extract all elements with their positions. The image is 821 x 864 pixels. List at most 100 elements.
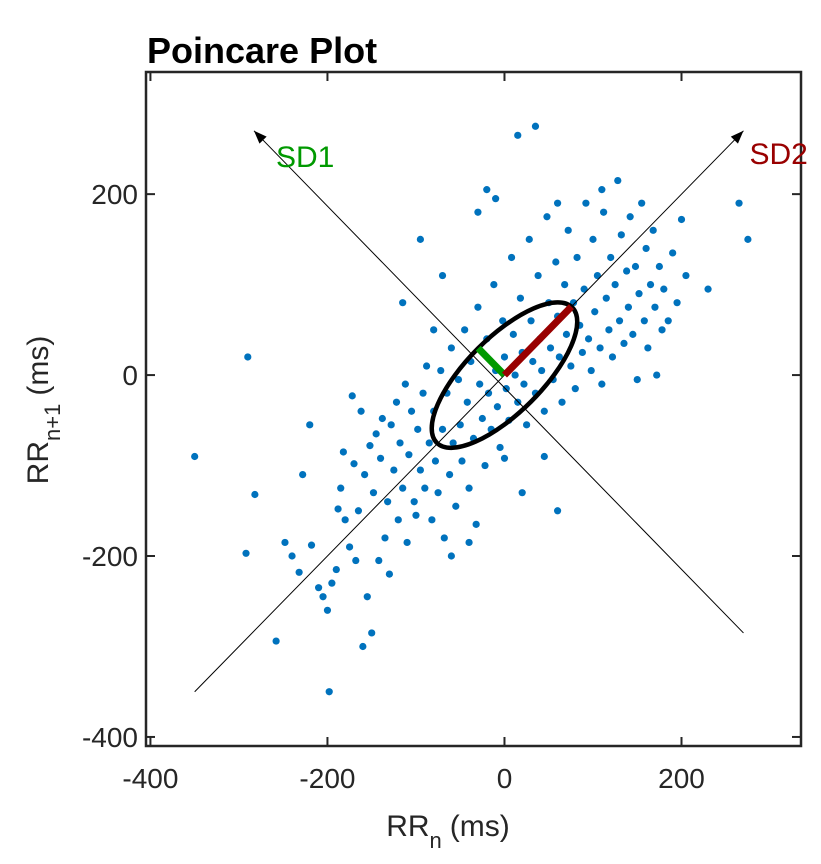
data-point: [484, 389, 493, 397]
data-point: [523, 421, 531, 429]
data-point: [307, 541, 316, 549]
data-point: [500, 454, 509, 462]
data-point: [605, 326, 613, 334]
data-point: [366, 442, 374, 450]
data-point: [244, 353, 252, 361]
data-point: [600, 208, 608, 216]
data-point: [350, 460, 358, 468]
data-point: [664, 317, 672, 325]
data-point: [531, 122, 540, 130]
data-point: [649, 226, 657, 234]
y-tick-label: 200: [91, 179, 138, 210]
data-point: [325, 688, 333, 696]
data-point: [437, 366, 445, 375]
data-point: [582, 199, 590, 207]
data-point: [507, 253, 516, 262]
data-point: [593, 271, 602, 280]
data-point: [352, 556, 360, 565]
y-tick-label: -400: [82, 722, 138, 753]
data-point: [476, 380, 484, 388]
data-point: [553, 507, 562, 515]
data-point: [341, 516, 349, 524]
data-point: [561, 281, 569, 289]
chart-title: Poincare Plot: [147, 30, 378, 71]
data-point: [552, 258, 560, 266]
data-point: [658, 326, 666, 334]
data-point: [735, 199, 743, 207]
data-point: [422, 362, 431, 370]
data-point: [272, 637, 280, 645]
data-point: [378, 414, 386, 423]
data-point: [553, 199, 562, 207]
data-point: [412, 511, 420, 519]
data-point: [454, 375, 463, 384]
data-point: [631, 262, 640, 271]
data-point: [520, 380, 528, 388]
data-point: [385, 570, 394, 578]
data-point: [587, 366, 595, 375]
data-point: [456, 421, 464, 429]
data-point: [381, 534, 389, 542]
data-point: [514, 398, 522, 406]
data-point: [372, 430, 380, 438]
data-point: [518, 489, 526, 497]
data-point: [438, 271, 447, 280]
data-point: [567, 362, 575, 370]
data-point: [483, 186, 491, 194]
data-point: [525, 235, 533, 243]
data-point: [673, 299, 681, 307]
data-point: [447, 344, 455, 352]
x-tick-label: 200: [658, 763, 705, 794]
data-point: [419, 389, 427, 397]
data-point: [496, 443, 504, 452]
data-point: [474, 303, 482, 311]
data-point: [555, 353, 563, 361]
data-point: [573, 253, 581, 262]
data-point: [384, 498, 392, 506]
data-point: [281, 538, 289, 547]
data-point: [514, 131, 522, 139]
data-point: [481, 461, 489, 470]
data-point: [704, 285, 712, 293]
x-tick-label: -400: [122, 763, 178, 794]
data-point: [337, 484, 345, 492]
data-point: [323, 606, 332, 614]
data-point: [339, 448, 347, 456]
data-point: [655, 262, 663, 271]
data-point: [440, 534, 448, 542]
data-point: [617, 231, 625, 239]
data-point: [490, 281, 498, 289]
data-point: [492, 195, 500, 203]
data-point: [390, 466, 398, 474]
sd1-arrowhead: [253, 130, 267, 144]
data-point: [527, 317, 535, 325]
data-point: [328, 579, 336, 587]
data-point: [562, 330, 571, 338]
data-point: [458, 457, 466, 465]
data-point: [288, 552, 296, 560]
data-point: [401, 380, 409, 388]
data-point: [361, 470, 369, 479]
data-point: [416, 466, 424, 474]
data-point: [242, 549, 250, 557]
data-point: [540, 407, 548, 415]
data-point: [516, 294, 525, 302]
data-point: [502, 385, 510, 393]
data-point: [463, 398, 471, 406]
data-point: [638, 199, 646, 207]
data-point: [465, 484, 473, 492]
data-point: [499, 317, 507, 325]
data-point: [511, 371, 519, 379]
data-point: [405, 451, 413, 459]
data-point: [392, 398, 401, 406]
data-point: [589, 235, 597, 243]
data-point: [421, 484, 429, 492]
data-point: [332, 565, 340, 574]
data-point: [540, 452, 548, 461]
data-point: [461, 326, 469, 334]
data-point: [446, 470, 454, 479]
data-point: [509, 330, 517, 338]
y-axis-label: RRn+1(ms): [22, 336, 65, 485]
data-point: [529, 357, 537, 366]
data-point: [359, 642, 367, 651]
